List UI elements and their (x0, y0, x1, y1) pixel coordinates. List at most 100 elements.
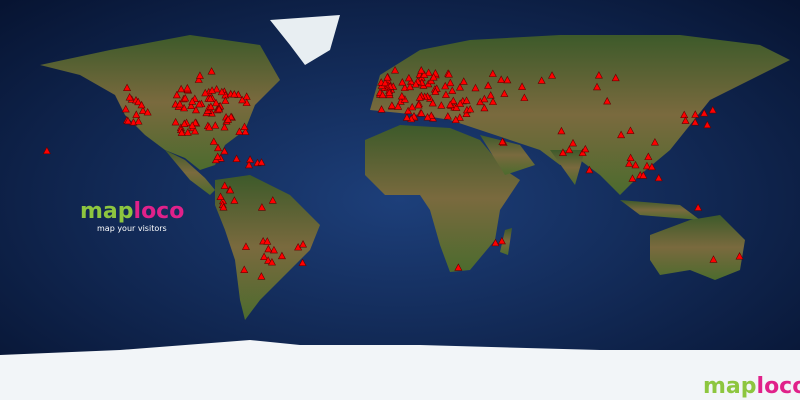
visitor-marker (449, 96, 458, 105)
visitor-marker (462, 96, 471, 104)
visitor-marker (181, 93, 190, 102)
visitor-marker (444, 70, 453, 78)
visitor-marker (220, 146, 229, 155)
visitor-marker (134, 97, 143, 106)
visitor-marker (240, 265, 249, 273)
visitor-marker (581, 144, 590, 153)
central-america (165, 150, 215, 195)
visitor-marker (428, 98, 437, 107)
visitor-marker (177, 84, 186, 93)
visitor-marker (500, 89, 509, 97)
visitor-marker (263, 237, 272, 245)
visitor-marker (626, 126, 635, 134)
visitor-marker (381, 78, 390, 87)
visitor-marker (497, 236, 506, 245)
visitor-marker (171, 117, 180, 126)
visitor-marker (537, 76, 546, 84)
visitor-marker (626, 153, 635, 162)
visitor-marker (466, 105, 475, 113)
visitor-marker (264, 256, 273, 264)
visitor-marker (585, 165, 594, 174)
visitor-marker (212, 84, 221, 93)
visitor-marker (578, 148, 587, 156)
visitor-marker (446, 78, 455, 87)
visitor-marker (208, 86, 217, 94)
visitor-marker (180, 119, 189, 127)
visitor-marker (471, 83, 480, 92)
visitor-marker (441, 90, 450, 98)
visitor-marker (631, 160, 640, 169)
visitor-marker (257, 203, 266, 211)
footer-logo-loco: loco (757, 374, 800, 399)
visitor-marker (267, 258, 276, 266)
logo-map: map (80, 199, 134, 224)
visitor-marker (594, 71, 603, 79)
visitor-marker (172, 90, 181, 99)
visitor-marker (694, 203, 703, 211)
visitor-marker (230, 196, 239, 204)
visitor-marker (121, 104, 130, 113)
visitor-marker (414, 100, 423, 109)
visitor-marker (206, 102, 215, 110)
logo-tagline: map your visitors (97, 224, 167, 233)
visitor-marker (459, 77, 468, 85)
visitor-marker (137, 100, 146, 109)
visitor-marker (125, 93, 134, 101)
visitor-marker (214, 143, 223, 152)
visitor-marker (557, 126, 566, 135)
visitor-marker (441, 81, 450, 90)
visitor-marker (238, 95, 247, 104)
visitor-marker (709, 255, 718, 263)
visitor-marker (639, 171, 648, 179)
visitor-marker (187, 101, 196, 110)
visitor-marker (451, 115, 460, 124)
visitor-marker (132, 110, 141, 118)
visitor-marker (427, 76, 436, 85)
visitor-marker (644, 152, 653, 160)
visitor-marker (188, 97, 197, 105)
visitor-marker (498, 137, 507, 145)
visitor-marker (207, 67, 216, 75)
visitor-marker (417, 109, 426, 117)
visitor-marker (298, 258, 307, 267)
visitor-marker (398, 78, 407, 86)
visitor-marker (241, 242, 250, 250)
visitor-marker (245, 160, 254, 169)
visitor-marker (406, 82, 415, 91)
north-america (40, 35, 280, 170)
footer-logo-map: map (703, 374, 757, 399)
greenland (270, 15, 340, 65)
visitor-marker (194, 75, 203, 83)
visitor-marker (201, 88, 210, 97)
visitor-marker (143, 107, 152, 116)
visitor-marker (397, 91, 406, 100)
visitor-marker (443, 112, 452, 120)
visitor-marker (488, 69, 497, 77)
visitor-marker (681, 116, 690, 124)
visitor-marker (387, 101, 396, 109)
visitor-marker (385, 88, 394, 96)
visitor-marker (260, 252, 269, 260)
visitor-marker (480, 94, 489, 103)
visitor-marker (700, 108, 709, 117)
visitor-marker (628, 174, 637, 182)
visitor-marker (177, 128, 186, 136)
australia (650, 215, 745, 280)
visitor-marker (408, 102, 417, 111)
visitor-marker (417, 66, 426, 74)
visitor-marker (480, 103, 489, 112)
visitor-marker (191, 126, 200, 135)
visitor-marker (593, 82, 602, 91)
visitor-marker (400, 83, 409, 91)
visitor-marker (206, 94, 215, 102)
visitor-marker (212, 98, 221, 107)
visitor-marker (423, 113, 432, 121)
visitor-marker (217, 87, 226, 96)
visitor-marker (219, 203, 228, 211)
visitor-marker (489, 97, 498, 105)
visitor-marker (378, 90, 387, 99)
visitor-marker (42, 146, 51, 155)
visitor-marker (183, 128, 192, 136)
visitor-marker (415, 93, 424, 101)
